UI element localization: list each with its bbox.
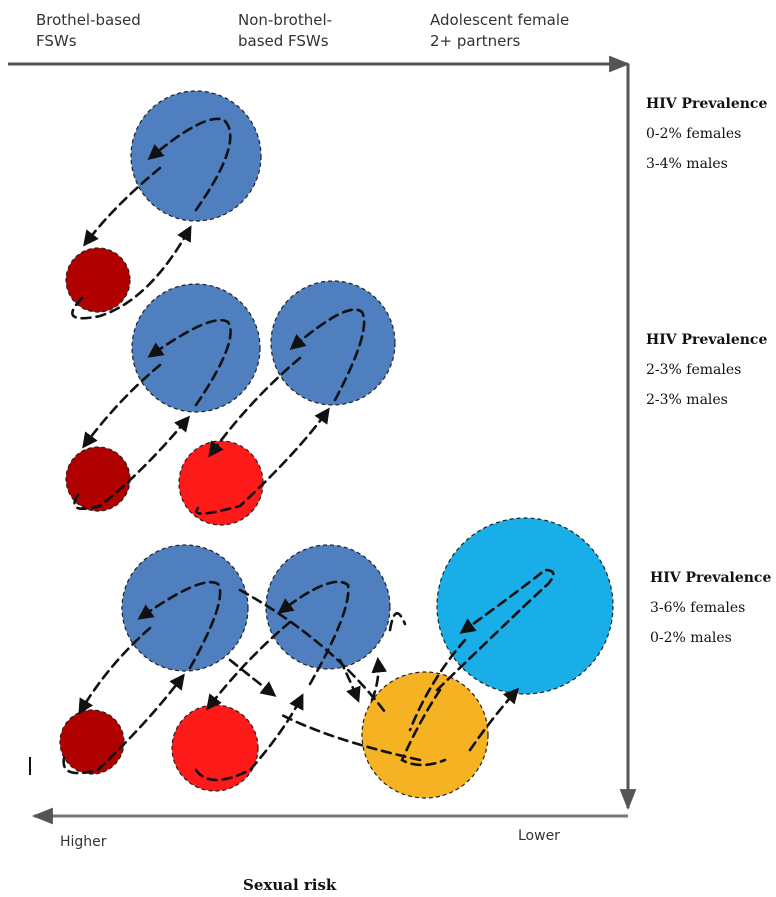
arrow-loop [468,687,520,752]
prevalence-males: 3-4% males [646,156,728,172]
arrow-loop [73,415,190,510]
prevalence-males: 2-3% males [646,392,728,408]
arrow-loop [71,225,192,320]
transmission-arrows [62,117,555,782]
arrow-cross [400,688,447,767]
arrow-loop [78,626,152,715]
prevalence-males: 0-2% males [650,630,732,646]
arrow-loop [289,308,366,402]
arrow-cross [228,658,277,697]
circle-non-brothel-fsw [178,440,264,526]
arrow-loop [277,580,350,686]
arrow-loop [208,356,302,458]
circle-fsw-client [131,283,261,413]
arrow-loop [408,638,467,732]
circle-brothel-fsw [59,709,125,775]
arrow-loop [194,693,304,782]
prevalence-panel-2: HIV Prevalence 2-3% females 2-3% males [646,332,767,422]
arrow-cross [278,712,422,762]
circle-non-brothel-client [270,280,396,406]
panel-1-group [65,90,262,313]
prevalence-females: 3-6% females [650,600,746,616]
arrow-loop [206,620,292,711]
axis-label-higher: Higher [60,834,107,850]
arrow-loop [195,407,330,515]
circle-brothel-fsw [65,247,131,313]
arrow-cross [338,658,361,703]
prevalence-title: HIV Prevalence [646,96,768,112]
arrow-loop [435,568,555,692]
panel-3-group [59,517,614,799]
arrow-loop [82,363,162,449]
axis-label-lower: Lower [518,828,560,844]
arrow-loop [83,166,162,247]
prevalence-panel-3: HIV Prevalence 3-6% females 0-2% males [650,570,771,660]
column-label-non-brothel-fsw: Non-brothel- based FSWs [238,11,333,50]
arrow-loop [137,580,222,670]
circle-fsw-client [130,90,262,222]
arrow-cross [238,588,387,714]
column-label-brothel-fsw: Brothel-based FSWs [36,11,141,50]
prevalence-panel-1: HIV Prevalence 0-2% females 3-4% males [646,96,767,186]
circle-non-brothel-client [265,544,391,670]
arrow-loop [147,117,232,212]
circle-fsw-client [121,544,249,672]
prevalence-females: 0-2% females [646,126,742,142]
arrow-cross [388,612,407,632]
arrow-cross [370,656,388,702]
arrow-loop [147,318,232,407]
prevalence-title: HIV Prevalence [650,570,772,586]
prevalence-title: HIV Prevalence [646,332,768,348]
prevalence-females: 2-3% females [646,362,742,378]
panel-2-group [65,280,396,526]
column-label-adolescent-female: Adolescent female 2+ partners [430,11,570,50]
arrow-loop [62,673,185,775]
axis-title-sexual-risk: Sexual risk [243,876,337,894]
circle-non-brothel-fsw [171,704,259,792]
circle-adolescent-male [361,671,489,799]
